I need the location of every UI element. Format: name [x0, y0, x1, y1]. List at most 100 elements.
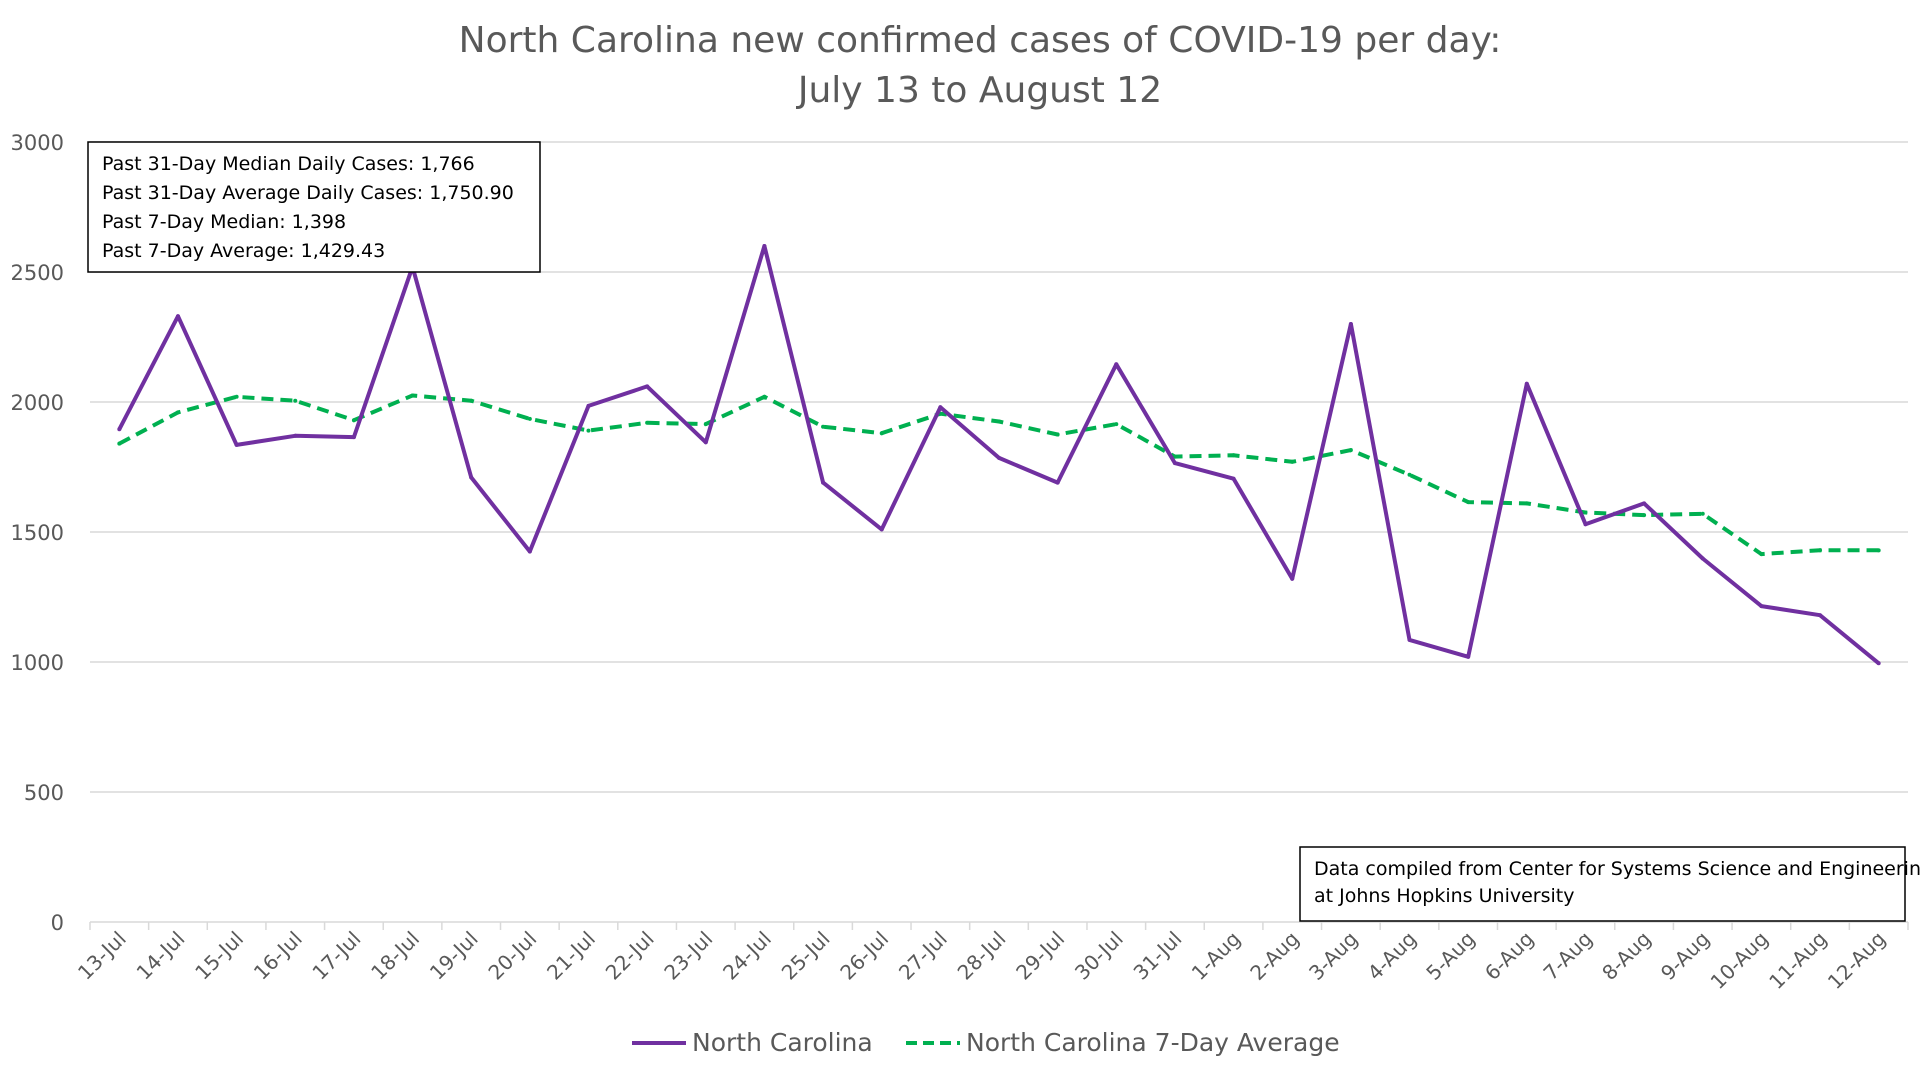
data-point: 2-Aug: 1320: [1290, 576, 1295, 581]
data-point: 19-Jul: 1710: [469, 475, 474, 480]
data-point: 23-Jul: 1915: [703, 422, 708, 427]
x-tick-label: 12-Aug: [1823, 927, 1890, 994]
x-tick-label: 13-Jul: [73, 927, 131, 985]
x-tick-label: 4-Aug: [1363, 927, 1421, 985]
x-tick-label: 2-Aug: [1245, 927, 1303, 985]
x-tick-label: 24-Jul: [718, 927, 776, 985]
y-tick-label: 500: [24, 781, 64, 805]
y-tick-label: 2000: [11, 391, 64, 415]
legend-label: North Carolina: [692, 1028, 873, 1057]
x-tick-label: 30-Jul: [1070, 927, 1128, 985]
source-line: at Johns Hopkins University: [1314, 885, 1574, 907]
data-point: 7-Aug: 1575: [1583, 510, 1588, 515]
stats-line: Past 31-Day Median Daily Cases: 1,766: [102, 153, 475, 175]
data-point: 20-Jul: 1425: [527, 549, 532, 554]
data-point: 16-Jul: 1870: [293, 433, 298, 438]
data-point: 14-Jul: 2330: [175, 314, 180, 319]
stats-box-frame: [87, 141, 541, 273]
x-tick-label: 6-Aug: [1480, 927, 1538, 985]
data-point: 8-Aug: 1565: [1642, 513, 1647, 518]
data-point: 12-Aug: 995: [1876, 661, 1881, 666]
data-point: 22-Jul: 2060: [645, 384, 650, 389]
x-tick-label: 31-Jul: [1129, 927, 1187, 985]
x-tick-label: 27-Jul: [894, 927, 952, 985]
data-point: 9-Aug: 1398: [1700, 556, 1705, 561]
x-tick-label: 17-Jul: [308, 927, 366, 985]
stats-line: Past 31-Day Average Daily Cases: 1,750.9…: [102, 182, 514, 204]
data-point: 17-Jul: 1930: [351, 418, 356, 423]
data-point: 23-Jul: 1845: [703, 440, 708, 445]
data-point: 8-Aug: 1610: [1642, 501, 1647, 506]
data-point: 19-Jul: 2005: [469, 398, 474, 403]
x-tick-label: 28-Jul: [953, 927, 1011, 985]
series-line-7day-average: [118, 393, 1879, 557]
data-point: 29-Jul: 1690: [1055, 480, 1060, 485]
y-tick-label: 2500: [11, 261, 64, 285]
data-point: 6-Aug: 1610: [1524, 501, 1529, 506]
x-tick-label: 16-Jul: [249, 927, 307, 985]
stats-line: Past 7-Day Median: 1,398: [102, 211, 346, 233]
data-point: 4-Aug: 1085: [1407, 637, 1412, 642]
x-tick-label: 1-Aug: [1187, 927, 1245, 985]
data-point: 9-Aug: 1570: [1700, 511, 1705, 516]
data-point: 11-Aug: 1180: [1818, 613, 1823, 618]
y-tick-label: 0: [51, 911, 64, 935]
data-point: 25-Jul: 1905: [821, 424, 826, 429]
x-tick-label: 15-Jul: [190, 927, 248, 985]
data-point: 17-Jul: 1865: [351, 435, 356, 440]
source-annotation-box: Data compiled from Center for Systems Sc…: [1299, 846, 1920, 922]
x-tick-label: 25-Jul: [777, 927, 835, 985]
data-point: 28-Jul: 1785: [997, 455, 1001, 460]
legend-label: North Carolina 7-Day Average: [966, 1028, 1340, 1057]
chart-title-line2: July 13 to August 12: [796, 70, 1162, 111]
data-point: 28-Jul: 1925: [997, 419, 1001, 424]
stats-line: Past 7-Day Average: 1,429.43: [102, 240, 385, 262]
data-point: 2-Aug: 1770: [1290, 459, 1295, 464]
x-tick-label: 14-Jul: [132, 927, 190, 985]
x-tick-label: 23-Jul: [659, 927, 717, 985]
data-point: 10-Aug: 1415: [1759, 552, 1764, 557]
data-point: 25-Jul: 1690: [821, 480, 826, 485]
y-tick-label: 1500: [11, 521, 64, 545]
data-point: 12-Aug: 1429.43: [1876, 548, 1881, 553]
x-tick-label: 8-Aug: [1597, 927, 1655, 985]
chart-title-line1: North Carolina new confirmed cases of CO…: [459, 20, 1502, 61]
data-point: 30-Jul: 2145: [1114, 362, 1119, 367]
x-tick-label: 11-Aug: [1764, 927, 1831, 994]
data-point: 20-Jul: 1935: [527, 416, 532, 421]
y-tick-label: 1000: [11, 651, 64, 675]
y-tick-label: 3000: [11, 131, 64, 155]
data-point: 24-Jul: 2600: [762, 244, 767, 248]
y-axis-ticks: 0 500 1000 1500 2000 2500 3000: [11, 131, 64, 935]
x-tick-label: 22-Jul: [601, 927, 659, 985]
data-point: 16-Jul: 2005: [293, 398, 298, 403]
source-box-frame: [1299, 846, 1906, 922]
data-point: 18-Jul: 2025: [410, 393, 415, 398]
data-point: 1-Aug: 1705: [1231, 476, 1236, 481]
data-point: 10-Aug: 1215: [1759, 604, 1764, 609]
x-tick-label: 3-Aug: [1304, 927, 1362, 985]
x-tick-label: 5-Aug: [1421, 927, 1479, 985]
data-point: 15-Jul: 1835: [234, 442, 239, 447]
data-point: 14-Jul: 1960: [175, 410, 180, 415]
data-point: 22-Jul: 1920: [645, 420, 650, 425]
data-point: 29-Jul: 1875: [1055, 432, 1060, 437]
x-tick-label: 7-Aug: [1539, 927, 1597, 985]
x-tick-label: 19-Jul: [425, 927, 483, 985]
x-axis: 13-Jul 14-Jul 15-Jul 16-Jul 17-Jul 18-Jul 19-J…: [73, 921, 1909, 994]
data-point: 4-Aug: 1720: [1407, 472, 1412, 477]
data-point: 21-Jul: 1890: [586, 428, 591, 433]
series-line-north-carolina: [117, 244, 1880, 665]
data-point: 26-Jul: 1510: [879, 527, 884, 532]
legend: North Carolina North Carolina 7-Day Avera…: [632, 1028, 1340, 1057]
data-point: 3-Aug: 1815: [1348, 448, 1353, 453]
data-point: 15-Jul: 2020: [234, 394, 239, 399]
data-point: 5-Aug: 1615: [1466, 500, 1471, 505]
x-tick-label: 26-Jul: [835, 927, 893, 985]
data-point: 31-Jul: 1765: [1172, 461, 1177, 466]
data-point: 1-Aug: 1795: [1231, 453, 1236, 458]
x-tick-label: 21-Jul: [542, 927, 600, 985]
data-point: 6-Aug: 2070: [1524, 381, 1529, 386]
